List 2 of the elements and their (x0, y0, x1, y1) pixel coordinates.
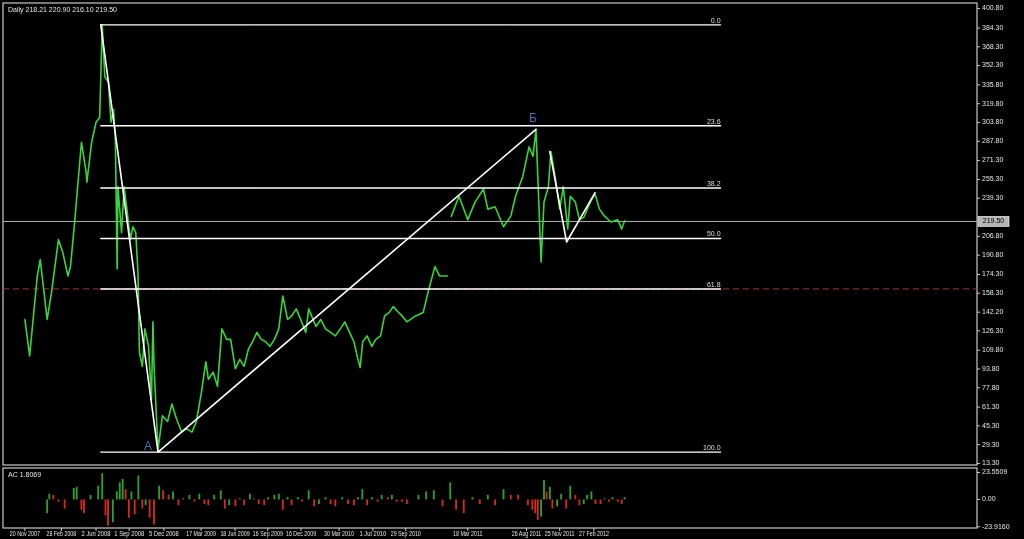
annotation: Б (529, 111, 538, 126)
annotation: А (144, 439, 153, 454)
